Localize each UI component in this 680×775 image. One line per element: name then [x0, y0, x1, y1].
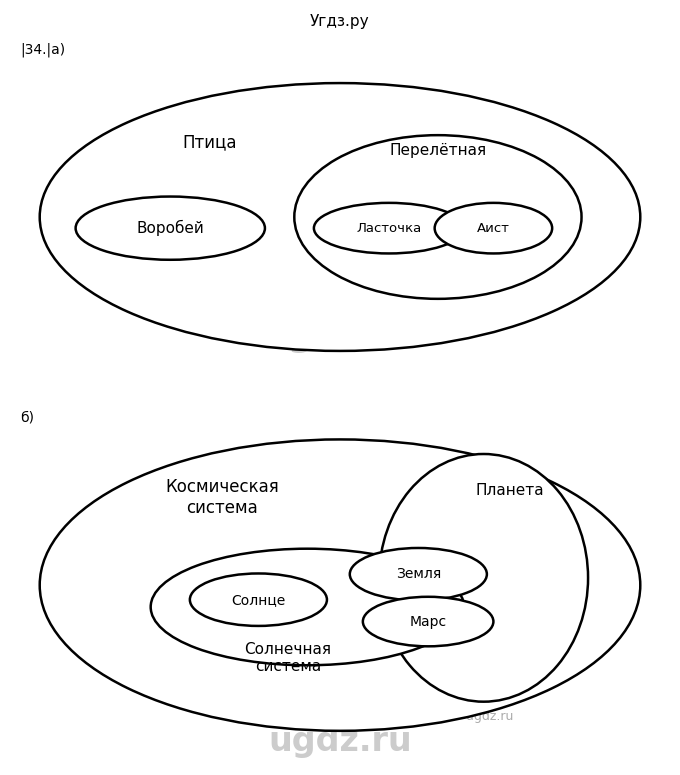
Ellipse shape [190, 574, 327, 626]
Text: Воробей: Воробей [137, 220, 204, 236]
Ellipse shape [363, 597, 494, 646]
Text: |34.|а): |34.|а) [20, 42, 65, 57]
Text: ugdz.ru: ugdz.ru [466, 710, 514, 723]
Ellipse shape [350, 548, 487, 601]
Text: Земля: Земля [396, 567, 441, 581]
Text: Марс: Марс [409, 615, 447, 629]
Ellipse shape [39, 83, 641, 351]
Text: ugdz.ru: ugdz.ru [262, 96, 418, 130]
Text: Птица: Птица [182, 133, 237, 152]
Text: Угдз.ру: Угдз.ру [310, 14, 370, 29]
Ellipse shape [435, 203, 552, 253]
Ellipse shape [379, 454, 588, 701]
Text: б): б) [20, 410, 34, 424]
Ellipse shape [39, 439, 641, 731]
Ellipse shape [75, 197, 265, 260]
Text: ugdz.ru: ugdz.ru [268, 725, 412, 758]
Text: ugdz.ru: ugdz.ru [262, 319, 418, 353]
Text: Космическая
система: Космическая система [166, 478, 279, 517]
Text: Планета: Планета [475, 483, 544, 498]
Ellipse shape [314, 203, 464, 253]
Text: Перелётная: Перелётная [390, 143, 486, 157]
Text: Солнечная
система: Солнечная система [244, 642, 331, 674]
Text: ugdz.ru: ugdz.ru [319, 704, 361, 714]
Text: Аист: Аист [477, 222, 510, 235]
Text: ugdz.ru: ugdz.ru [84, 575, 204, 603]
Text: Ласточка: Ласточка [356, 222, 422, 235]
Ellipse shape [294, 135, 581, 299]
Ellipse shape [151, 549, 464, 665]
Text: Солнце: Солнце [231, 593, 286, 607]
